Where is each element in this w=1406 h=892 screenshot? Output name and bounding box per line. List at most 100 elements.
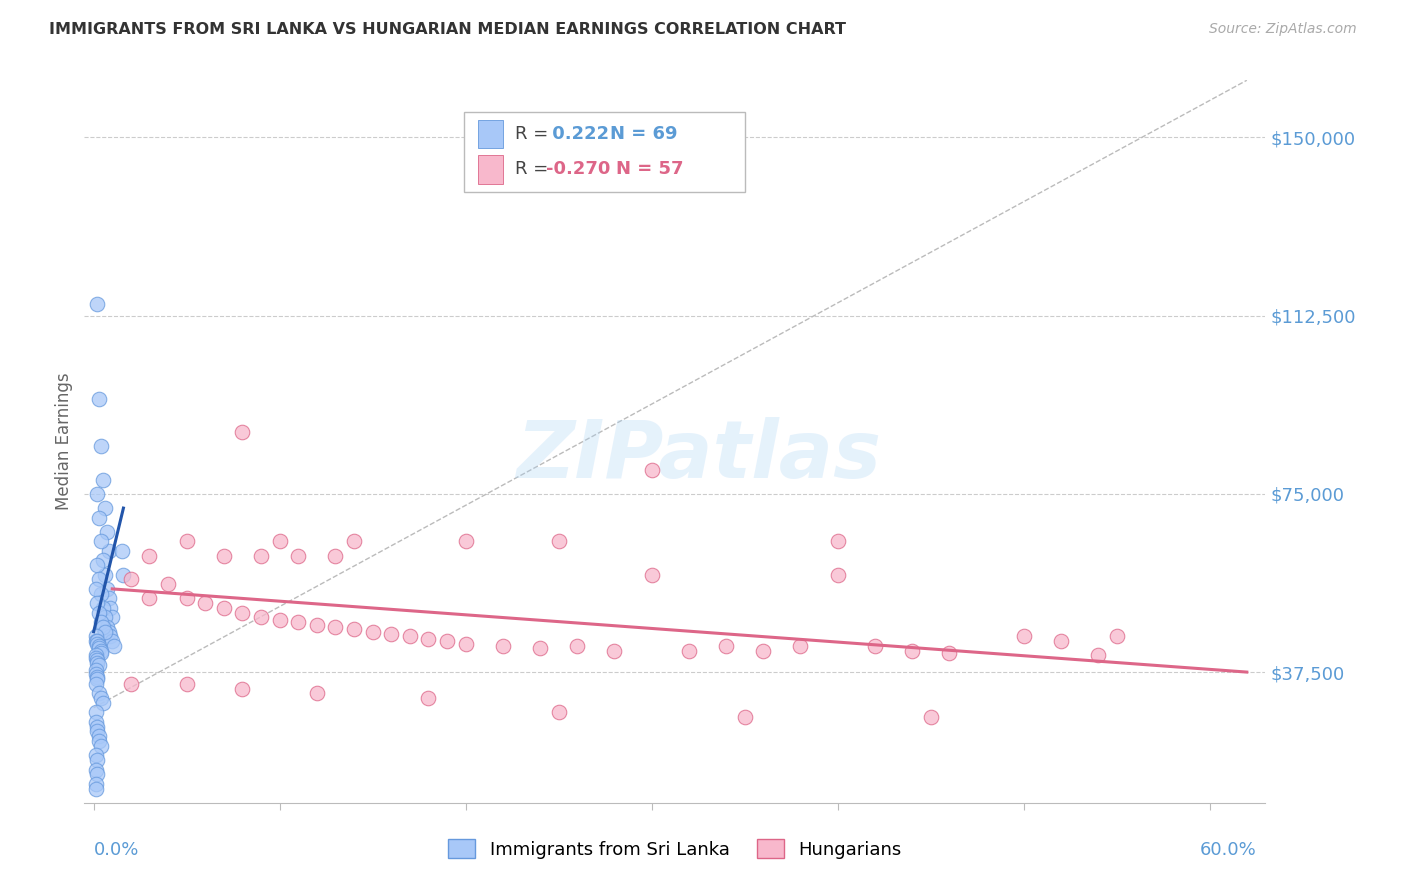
Point [86,653,108,667]
Point [1105,629,1128,643]
Point [678,643,700,657]
Point [86,720,108,734]
Point [90,691,112,706]
Point [863,639,886,653]
Point [361,624,384,639]
Point [212,601,235,615]
Point [1049,634,1071,648]
Point [212,549,235,563]
Point [103,639,125,653]
Point [84,706,107,720]
Point [94,567,117,582]
Point [112,567,135,582]
Point [94,501,117,516]
Point [789,639,811,653]
Point [176,591,198,606]
Point [418,691,440,706]
Point [603,643,626,657]
Point [269,613,291,627]
Point [84,648,107,663]
Point [86,634,108,648]
Point [250,610,273,624]
Text: N = 69: N = 69 [610,125,678,143]
Point [86,596,108,610]
Point [84,777,107,791]
Point [714,639,737,653]
Point [120,677,142,691]
Point [325,549,347,563]
Point [84,763,107,777]
Point [84,714,107,729]
Point [86,487,108,501]
Point [86,636,108,650]
Point [231,606,253,620]
Point [938,646,960,660]
Point [96,620,118,634]
Text: -0.270: -0.270 [546,161,610,178]
Point [97,591,120,606]
Point [343,622,366,636]
Point [89,657,111,672]
Point [89,392,111,406]
Point [287,549,309,563]
Point [287,615,309,630]
Point [90,615,112,630]
Point [138,591,160,606]
Point [901,643,924,657]
Point [436,634,458,648]
Point [84,781,107,796]
Point [305,686,328,700]
Point [194,596,217,610]
Point [84,634,107,648]
Point [91,601,114,615]
Point [1012,629,1035,643]
Point [89,573,111,587]
Point [89,510,111,524]
Point [90,587,112,601]
Point [90,439,112,453]
Point [91,553,114,567]
Point [84,650,107,665]
Point [86,767,108,781]
Point [343,534,366,549]
Point [96,524,118,539]
Point [492,639,515,653]
Point [94,624,117,639]
Point [920,710,942,724]
Point [84,748,107,763]
Point [97,544,120,558]
Point [176,677,198,691]
Text: IMMIGRANTS FROM SRI LANKA VS HUNGARIAN MEDIAN EARNINGS CORRELATION CHART: IMMIGRANTS FROM SRI LANKA VS HUNGARIAN M… [49,22,846,37]
Point [89,641,111,656]
Point [176,534,198,549]
Point [827,534,849,549]
Point [640,567,662,582]
Point [325,620,347,634]
Point [547,534,569,549]
Point [567,639,589,653]
Point [94,610,117,624]
Point [380,627,402,641]
Point [827,567,849,582]
Legend: Immigrants from Sri Lanka, Hungarians: Immigrants from Sri Lanka, Hungarians [441,832,908,866]
Point [89,729,111,743]
Point [84,582,107,596]
Point [418,632,440,646]
Point [269,534,291,549]
Point [91,473,114,487]
Point [454,534,477,549]
Point [101,634,124,648]
Text: 0.0%: 0.0% [94,841,139,859]
Point [454,636,477,650]
Point [100,601,122,615]
Point [89,606,111,620]
Point [110,544,132,558]
Text: ZIPatlas: ZIPatlas [516,417,882,495]
Point [84,677,107,691]
Point [138,549,160,563]
Point [305,617,328,632]
Point [89,639,111,653]
Point [120,573,142,587]
Point [100,629,122,643]
Point [86,296,108,310]
